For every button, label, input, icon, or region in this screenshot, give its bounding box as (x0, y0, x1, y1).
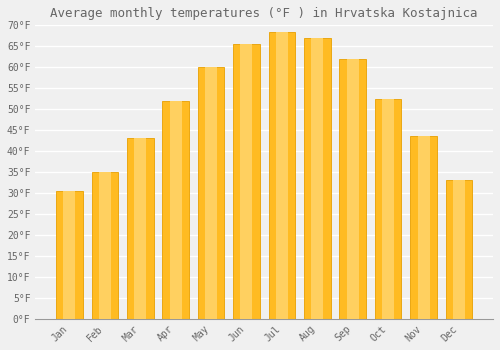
Bar (205, 67, 217, 318)
Bar (410, 136, 437, 318)
Title: Average monthly temperatures (°F ) in Hrvatska Kostajnica: Average monthly temperatures (°F ) in Hr… (50, 7, 478, 20)
Bar (127, 139, 154, 318)
Bar (312, 38, 324, 318)
Bar (375, 99, 402, 318)
Bar (346, 59, 358, 318)
Bar (92, 172, 118, 318)
Bar (64, 191, 76, 318)
Bar (340, 59, 366, 318)
Bar (56, 191, 82, 318)
Bar (276, 32, 288, 318)
Bar (268, 32, 295, 318)
Bar (304, 38, 330, 318)
Bar (446, 180, 472, 318)
Bar (198, 67, 224, 318)
Bar (162, 101, 189, 319)
Bar (382, 99, 394, 318)
Bar (99, 172, 111, 318)
Bar (233, 44, 260, 319)
Bar (170, 101, 181, 319)
Bar (134, 139, 146, 318)
Bar (240, 44, 252, 319)
Bar (453, 180, 465, 318)
Bar (418, 136, 430, 318)
